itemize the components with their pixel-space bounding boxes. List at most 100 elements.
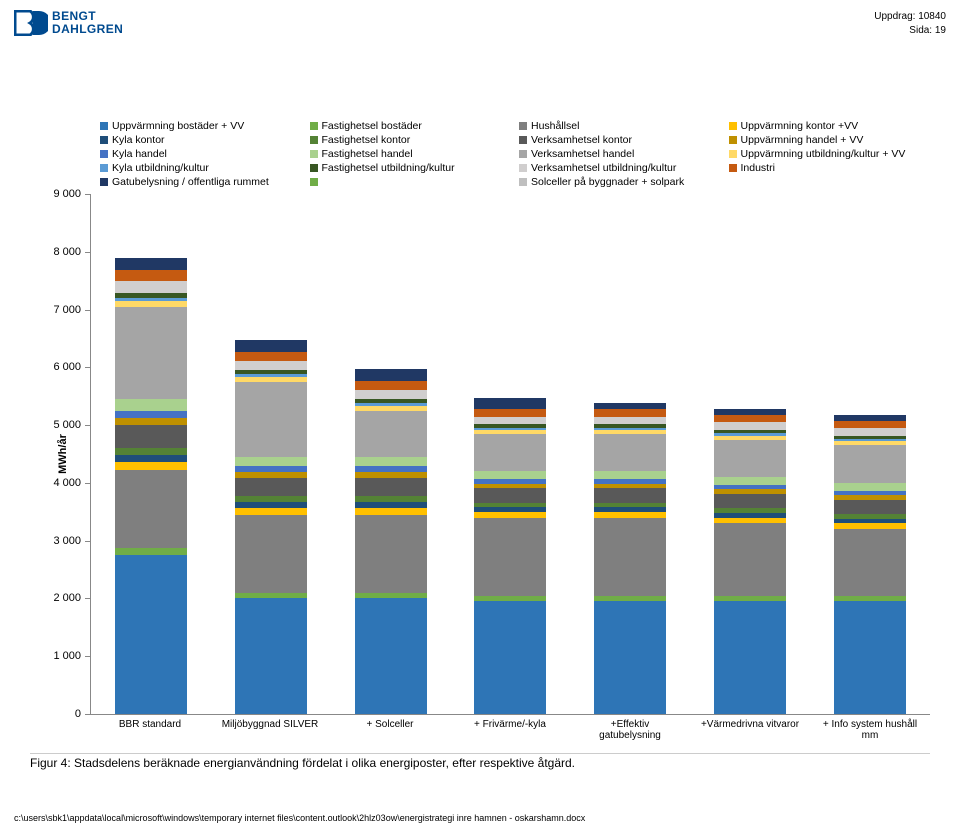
bar-segment	[355, 381, 427, 390]
bar-segment	[355, 478, 427, 496]
bar-segment	[834, 445, 906, 483]
sida-label: Sida:	[909, 25, 932, 36]
chart: Uppvärmning bostäder + VVFastighetsel bo…	[30, 120, 930, 770]
bar-segment	[115, 281, 187, 293]
legend-swatch	[310, 150, 318, 158]
bar	[834, 415, 906, 714]
y-tick-label: 7 000	[53, 304, 91, 316]
legend-swatch	[100, 122, 108, 130]
bar-segment	[115, 448, 187, 455]
bar-segment	[355, 411, 427, 457]
legend-label: Uppvärmning kontor +VV	[741, 120, 859, 132]
figure-caption: Figur 4: Stadsdelens beräknade energianv…	[30, 753, 930, 770]
legend-item: Verksamhetsel utbildning/kultur	[519, 162, 721, 174]
y-tick-label: 3 000	[53, 535, 91, 547]
legend-item: Uppvärmning kontor +VV	[729, 120, 931, 132]
bar-segment	[474, 601, 546, 714]
legend-item: Hushållsel	[519, 120, 721, 132]
legend-swatch	[729, 164, 737, 172]
legend-swatch	[310, 136, 318, 144]
bar-segment	[115, 411, 187, 418]
bar-segment	[834, 601, 906, 714]
bar-segment	[834, 500, 906, 514]
uppdrag-label: Uppdrag:	[874, 11, 915, 22]
bar-segment	[834, 428, 906, 436]
legend-label: Verksamhetsel utbildning/kultur	[531, 162, 676, 174]
legend-label: Industri	[741, 162, 775, 174]
bar-segment	[594, 471, 666, 479]
bar-segment	[474, 398, 546, 410]
legend-label: Uppvärmning utbildning/kultur + VV	[741, 148, 906, 160]
chart-bars	[91, 194, 930, 714]
bar	[594, 403, 666, 714]
legend-item: Fastighetsel bostäder	[310, 120, 512, 132]
legend-label: Fastighetsel handel	[322, 148, 413, 160]
bar-segment	[594, 417, 666, 425]
x-tick-label: BBR standard	[100, 719, 200, 741]
bar-segment	[714, 523, 786, 595]
bar-segment	[235, 457, 307, 466]
legend-swatch	[100, 164, 108, 172]
bar	[355, 369, 427, 714]
y-tick-label: 8 000	[53, 246, 91, 258]
legend-swatch	[729, 122, 737, 130]
bar-segment	[594, 409, 666, 417]
page-header: BENGTDAHLGREN Uppdrag: 10840 Sida: 19	[14, 10, 946, 38]
bar-segment	[115, 399, 187, 411]
legend-label: Kyla utbildning/kultur	[112, 162, 209, 174]
legend-swatch	[310, 178, 318, 186]
bar-segment	[594, 601, 666, 714]
legend-label: Gatubelysning / offentliga rummet	[112, 176, 269, 188]
bar-segment	[834, 483, 906, 491]
bar-segment	[474, 409, 546, 417]
bar-segment	[714, 422, 786, 430]
footer-path: c:\users\sbk1\appdata\local\microsoft\wi…	[14, 813, 585, 823]
bar-segment	[115, 555, 187, 714]
legend-swatch	[519, 122, 527, 130]
y-tick-label: 1 000	[53, 650, 91, 662]
bar-segment	[115, 455, 187, 462]
bar-segment	[115, 470, 187, 548]
bar-segment	[474, 417, 546, 425]
x-axis-labels: BBR standardMiljöbyggnad SILVER+ Solcell…	[90, 719, 930, 741]
legend-swatch	[519, 178, 527, 186]
bar-segment	[355, 390, 427, 399]
bar	[115, 258, 187, 714]
bar-segment	[355, 369, 427, 381]
x-tick-label: Miljöbyggnad SILVER	[220, 719, 320, 741]
bar-segment	[834, 421, 906, 429]
legend-item: Verksamhetsel handel	[519, 148, 721, 160]
x-tick-label: +Värmedrivna vitvaror	[700, 719, 800, 741]
legend-label: Verksamhetsel handel	[531, 148, 634, 160]
bar-segment	[474, 434, 546, 472]
legend-swatch	[310, 164, 318, 172]
bar	[235, 340, 307, 714]
bar-segment	[474, 518, 546, 596]
legend-item	[310, 176, 512, 188]
legend-label: Uppvärmning handel + VV	[741, 134, 864, 146]
y-axis-label: MWh/år	[57, 434, 69, 474]
sida-value: 19	[935, 25, 946, 36]
bar-segment	[355, 508, 427, 515]
bar-segment	[834, 529, 906, 595]
legend-label: Fastighetsel bostäder	[322, 120, 422, 132]
x-tick-label: + Frivärme/-kyla	[460, 719, 560, 741]
legend-item: Fastighetsel kontor	[310, 134, 512, 146]
legend-item: Kyla kontor	[100, 134, 302, 146]
legend-swatch	[100, 136, 108, 144]
legend-item: Kyla handel	[100, 148, 302, 160]
uppdrag-value: 10840	[918, 11, 946, 22]
legend-label: Fastighetsel kontor	[322, 134, 411, 146]
bar-segment	[235, 340, 307, 352]
page: BENGTDAHLGREN Uppdrag: 10840 Sida: 19 Up…	[0, 0, 960, 829]
bar-segment	[474, 471, 546, 479]
legend-swatch	[519, 164, 527, 172]
bar-segment	[355, 457, 427, 466]
bar-segment	[235, 478, 307, 496]
legend-item: Solceller på byggnader + solpark	[519, 176, 721, 188]
legend-swatch	[729, 136, 737, 144]
bar-segment	[115, 307, 187, 399]
bar-segment	[714, 415, 786, 423]
legend-item: Verksamhetsel kontor	[519, 134, 721, 146]
bar-segment	[714, 601, 786, 714]
